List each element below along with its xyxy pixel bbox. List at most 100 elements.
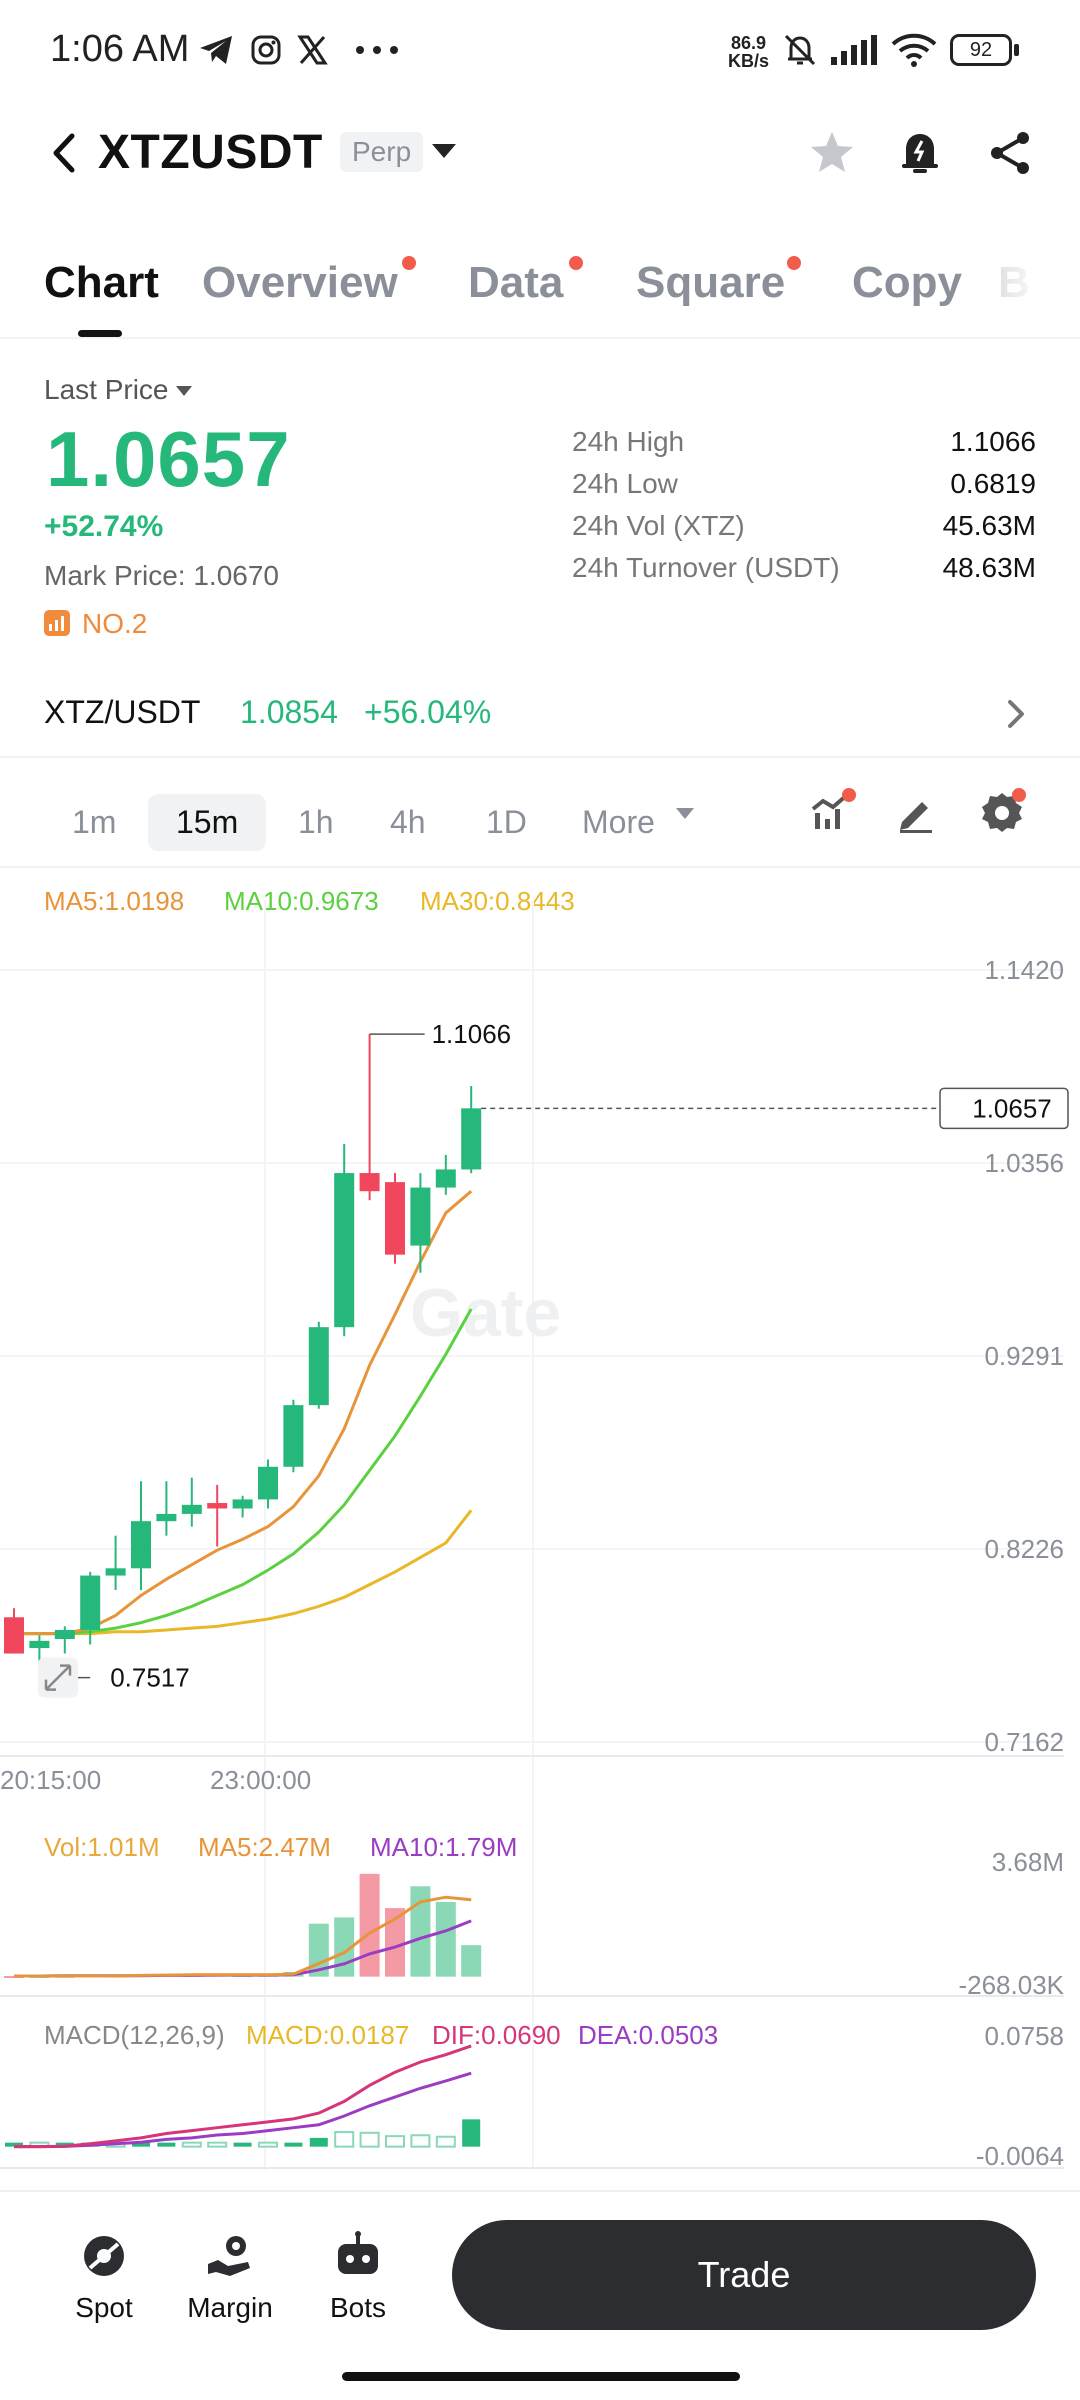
candle-body [385,1182,405,1255]
battery-indicator: 92 [950,34,1012,66]
tab-square[interactable]: Square [636,256,802,308]
home-indicator[interactable] [342,2372,740,2381]
macd-histogram-bar [181,2141,202,2148]
nav-margin[interactable]: Margin [170,2230,290,2324]
more-icon [352,30,402,70]
macd-histogram-bar [309,2137,328,2147]
indicators-icon[interactable] [806,786,858,838]
volume-bar [410,1886,431,1977]
candle-body [181,1504,202,1514]
net-speed-unit: KB/s [728,51,770,71]
chevron-right-icon[interactable] [1000,696,1030,732]
legend-vol-ma5: MA5:2.47M [198,1832,331,1862]
pair-title[interactable]: XTZUSDT [98,126,323,179]
last-price: 1.0657 [46,415,291,503]
legend-vol-ma10: MA10:1.79M [370,1832,517,1862]
interval-1h[interactable]: 1h [298,804,334,840]
price-tick-label: 1.1420 [984,955,1064,985]
macd-histogram-bar [462,2119,481,2147]
volume-bar [435,1901,456,1977]
time-tick-label: 23:00:00 [210,1765,311,1795]
spot-change: +56.04% [364,694,492,730]
trade-button[interactable]: Trade [452,2220,1036,2330]
candle-body [232,1499,253,1509]
volume-chart: 3.68M -268.03K [4,1847,1065,2000]
macd-histogram-bar [258,2141,278,2148]
macd-tick-label: 0.0758 [984,2021,1064,2051]
nav-margin-label: Margin [187,2292,273,2323]
tab-square-label: Square [636,258,786,307]
share-icon[interactable] [982,125,1038,181]
telegram-icon [196,30,236,70]
interval-1m[interactable]: 1m [72,804,117,840]
last-price-dropdown-icon[interactable] [176,386,192,396]
candle-body [334,1173,355,1328]
macd-histogram-bar [385,2135,405,2148]
divider [0,2190,1080,2192]
tab-underline [78,330,122,337]
interval-more[interactable]: More [582,804,655,840]
macd-histogram-bar [55,2142,74,2147]
legend-macd: MACD:0.0187 [246,2020,409,2050]
instagram-icon [246,30,286,70]
tab-overview[interactable]: Overview [202,256,416,308]
volume-bar [308,1923,329,1977]
watermark: Gate [410,1275,561,1351]
tab-data[interactable]: Data [468,256,584,308]
notification-dot [401,256,416,270]
rank-icon [44,610,70,636]
macd-histogram-bar [157,2142,176,2147]
divider [0,337,1080,339]
pair-dropdown-icon[interactable] [432,144,456,158]
time-tick-label: 20:15:00 [0,1765,101,1795]
candle-body [29,1640,50,1649]
nav-bots[interactable]: Bots [298,2230,418,2324]
notification-dot [569,256,584,270]
candle-body [308,1327,329,1406]
candle-body [461,1108,482,1170]
interval-15m[interactable]: 15m [148,794,267,851]
price-tick-label: 1.0356 [984,1148,1064,1178]
mark-price: Mark Price: 1.0670 [44,560,279,591]
legend-vol: Vol:1.01M [44,1832,160,1862]
candle-body [359,1173,380,1192]
interval-1d[interactable]: 1D [486,804,527,840]
margin-icon [208,2236,250,2276]
tab-fade [960,250,1080,320]
macd-histogram-bar [359,2131,380,2148]
star-icon[interactable] [804,125,860,181]
volume-tick-label: -268.03K [958,1970,1064,2000]
candle-body [207,1503,228,1509]
volume-bar [461,1945,482,1977]
legend-ma5: MA5:1.0198 [44,886,185,916]
candle-body [105,1568,126,1576]
macd-tick-label: -0.0064 [976,2141,1064,2171]
price-tick-label: 0.8226 [984,1534,1064,1564]
macd-histogram-bar [5,2142,23,2147]
price-tick-label: 0.9291 [984,1341,1064,1371]
candle-body [54,1629,75,1640]
price-change: +52.74% [44,510,164,543]
volume-bar [359,1873,380,1977]
nav-bots-label: Bots [329,2292,387,2323]
interval-4h[interactable]: 4h [390,804,426,840]
mute-bell-icon [778,30,822,70]
tab-chart[interactable]: Chart [44,258,159,307]
tab-copy[interactable]: Copy [852,258,962,307]
draw-icon[interactable] [890,786,942,838]
divider [0,866,1080,868]
signal-icon [826,30,882,70]
back-button[interactable] [44,128,84,178]
nav-spot[interactable]: Spot [44,2230,164,2324]
battery-tip [1014,44,1019,56]
volume-bar [385,1908,405,1977]
alert-icon[interactable] [892,125,948,181]
main-chart-layer: 1.1066 0.7517 1.0657 [4,1019,1069,1698]
stat-label-24h-low: 24h Low [572,468,678,499]
settings-icon[interactable] [976,786,1028,838]
candlestick-chart[interactable]: Gate 1.1066 0.7517 1.0657 1.1420 1.0356 0.92… [0,0,1080,2200]
spot-price: 1.0854 [240,694,338,730]
last-price-label[interactable]: Last Price [44,374,169,405]
rank-label[interactable]: NO.2 [82,608,148,639]
more-dropdown-icon[interactable] [676,808,694,819]
